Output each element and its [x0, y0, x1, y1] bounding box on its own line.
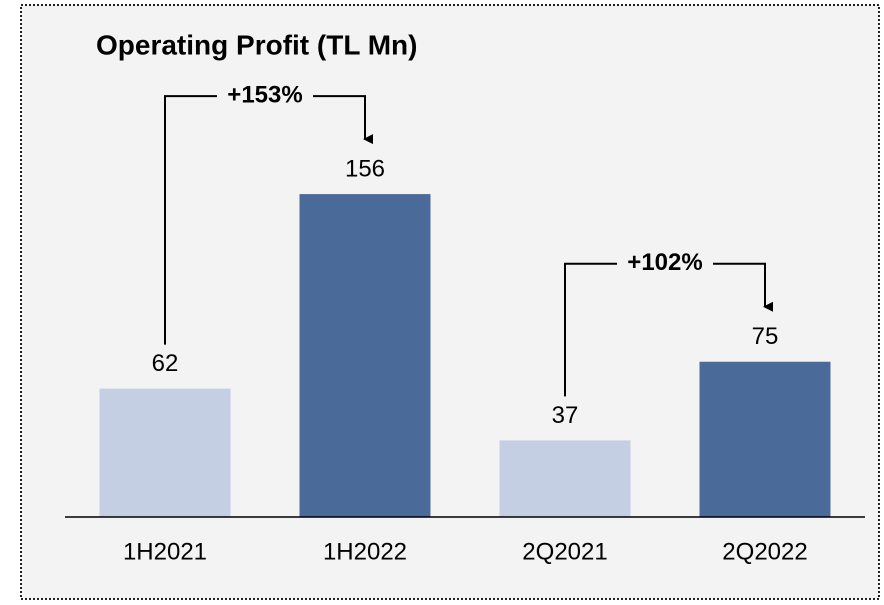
annotation-label: +153%	[227, 81, 302, 108]
bar	[699, 361, 831, 517]
annotation-bg	[217, 82, 313, 111]
value-label: 75	[752, 323, 779, 350]
x-tick-label: 2Q2021	[522, 538, 607, 565]
bar	[99, 388, 231, 517]
value-label: 62	[152, 350, 179, 377]
x-tick-label: 1H2021	[123, 538, 207, 565]
value-label: 156	[345, 155, 385, 182]
x-tick-label: 1H2022	[323, 538, 407, 565]
bar	[299, 194, 431, 517]
chart-title: Operating Profit (TL Mn)	[96, 29, 417, 60]
value-label: 37	[552, 402, 579, 429]
annotation-bg	[617, 249, 713, 278]
bar	[499, 440, 631, 517]
x-tick-label: 2Q2022	[722, 538, 807, 565]
annotation-label: +102%	[627, 249, 702, 276]
